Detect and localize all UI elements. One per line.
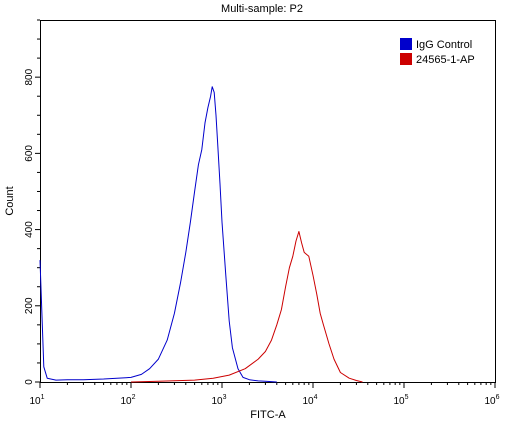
y-axis-label: Count xyxy=(4,186,16,215)
series-line-1 xyxy=(39,86,277,383)
legend-label: IgG Control xyxy=(416,39,472,51)
x-tick-label: 106 xyxy=(484,394,499,407)
legend-label: 24565-1-AP xyxy=(416,54,475,66)
plot-frame xyxy=(40,20,496,383)
y-tick-label: 0 xyxy=(24,379,35,385)
series-line-2 xyxy=(130,231,363,383)
y-tick-label: 600 xyxy=(24,145,35,162)
x-axis-label: FITC-A xyxy=(250,409,286,421)
x-tick-label: 105 xyxy=(393,394,408,407)
x-tick-label: 102 xyxy=(120,394,135,407)
y-axis-ticks: 0 200 400 600 800 xyxy=(24,19,40,385)
x-tick-label: 103 xyxy=(211,394,226,407)
y-tick-label: 800 xyxy=(24,68,35,85)
y-tick-label: 400 xyxy=(24,221,35,238)
y-tick-label: 200 xyxy=(24,297,35,314)
x-tick-label: 104 xyxy=(302,394,317,407)
x-axis-ticks: 101 102 103 104 105 106 xyxy=(29,382,500,407)
x-tick-label: 101 xyxy=(29,394,44,407)
legend: IgG Control 24565-1-AP xyxy=(400,38,475,66)
chart-title: Multi-sample: P2 xyxy=(221,3,303,15)
legend-swatch xyxy=(400,38,412,50)
series-layer xyxy=(39,86,363,383)
legend-swatch xyxy=(400,53,412,65)
